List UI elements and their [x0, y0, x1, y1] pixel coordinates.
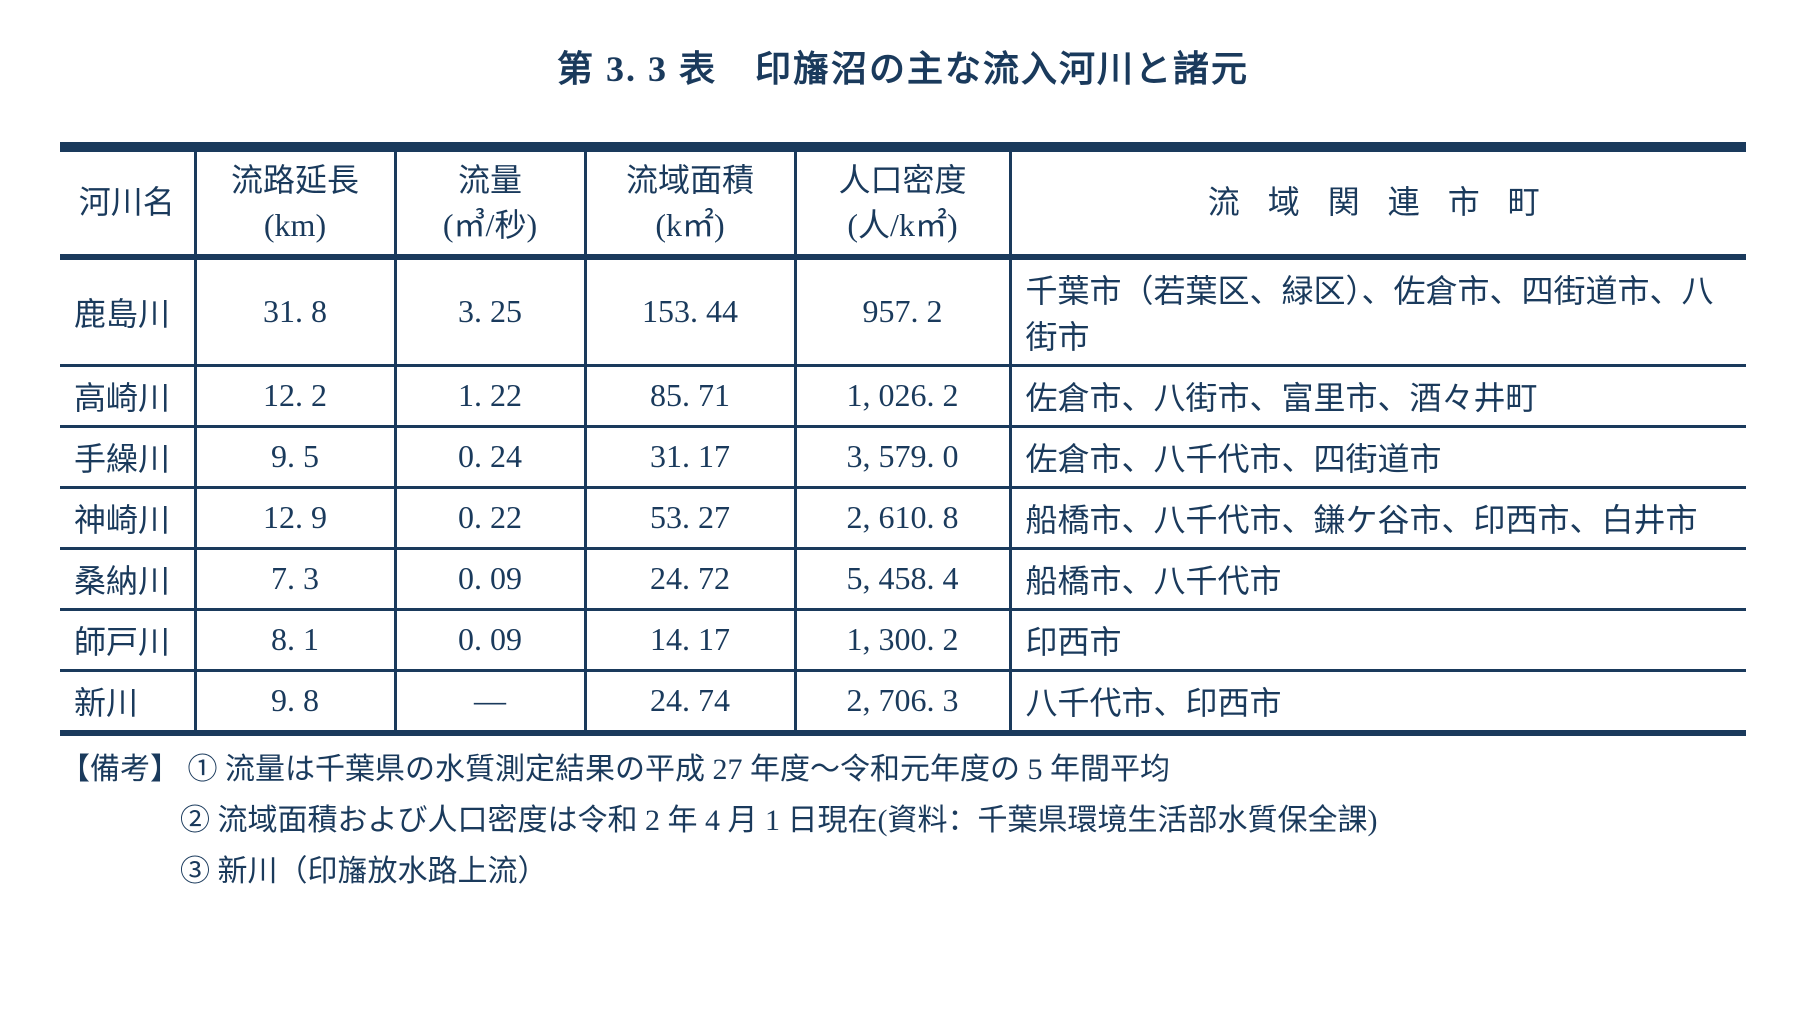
cell-cities: 佐倉市、八千代市、四街道市 [1010, 426, 1746, 487]
table-title: 第 3. 3 表 印旛沼の主な流入河川と諸元 [60, 40, 1746, 92]
col-header-length-l2: (km) [264, 207, 326, 243]
cell-name: 神崎川 [60, 487, 195, 548]
col-header-length: 流路延長 (km) [195, 147, 395, 257]
cell-name: 師戸川 [60, 609, 195, 670]
col-header-cities: 流 域 関 連 市 町 [1010, 147, 1746, 257]
table-row: 手繰川 9. 5 0. 24 31. 17 3, 579. 0 佐倉市、八千代市… [60, 426, 1746, 487]
col-header-flow-l2: (㎥/秒) [443, 207, 537, 243]
col-header-flow-l1: 流量 [458, 162, 522, 198]
note-1-text: ① 流量は千葉県の水質測定結果の平成 27 年度～令和元年度の 5 年間平均 [188, 753, 1171, 786]
col-header-name: 河川名 [60, 147, 195, 257]
col-header-density-l2: (人/k㎡) [847, 207, 957, 243]
cell-length: 9. 8 [195, 670, 395, 733]
cell-name: 桑納川 [60, 548, 195, 609]
cell-density: 957. 2 [795, 257, 1010, 366]
cell-length: 12. 2 [195, 365, 395, 426]
cell-flow: 3. 25 [395, 257, 585, 366]
col-header-area-l2: (k㎡) [655, 207, 724, 243]
cell-cities: 千葉市（若葉区、緑区）、佐倉市、四街道市、八街市 [1010, 257, 1746, 366]
cell-flow: 0. 09 [395, 548, 585, 609]
cell-length: 8. 1 [195, 609, 395, 670]
notes-prefix: 【備考】 [60, 753, 180, 786]
note-1: 【備考】 ① 流量は千葉県の水質測定結果の平成 27 年度～令和元年度の 5 年… [60, 744, 1746, 795]
cell-density: 1, 026. 2 [795, 365, 1010, 426]
col-header-area: 流域面積 (k㎡) [585, 147, 795, 257]
cell-area: 31. 17 [585, 426, 795, 487]
col-header-name-l1: 河川名 [79, 184, 175, 220]
cell-name: 新川 [60, 670, 195, 733]
cell-density: 5, 458. 4 [795, 548, 1010, 609]
table-row: 鹿島川 31. 8 3. 25 153. 44 957. 2 千葉市（若葉区、緑… [60, 257, 1746, 366]
cell-flow: ― [395, 670, 585, 733]
cell-area: 53. 27 [585, 487, 795, 548]
cell-density: 1, 300. 2 [795, 609, 1010, 670]
cell-cities: 船橋市、八千代市 [1010, 548, 1746, 609]
col-header-length-l1: 流路延長 [231, 162, 359, 198]
cell-cities: 船橋市、八千代市、鎌ケ谷市、印西市、白井市 [1010, 487, 1746, 548]
table-row: 高崎川 12. 2 1. 22 85. 71 1, 026. 2 佐倉市、八街市… [60, 365, 1746, 426]
table-row: 師戸川 8. 1 0. 09 14. 17 1, 300. 2 印西市 [60, 609, 1746, 670]
table-row: 新川 9. 8 ― 24. 74 2, 706. 3 八千代市、印西市 [60, 670, 1746, 733]
table-header-row: 河川名 流路延長 (km) 流量 (㎥/秒) 流域面積 (k㎡) 人口密度 (人… [60, 147, 1746, 257]
cell-density: 2, 610. 8 [795, 487, 1010, 548]
river-data-table: 河川名 流路延長 (km) 流量 (㎥/秒) 流域面積 (k㎡) 人口密度 (人… [60, 142, 1746, 736]
cell-cities: 八千代市、印西市 [1010, 670, 1746, 733]
cell-length: 9. 5 [195, 426, 395, 487]
col-header-flow: 流量 (㎥/秒) [395, 147, 585, 257]
notes-section: 【備考】 ① 流量は千葉県の水質測定結果の平成 27 年度～令和元年度の 5 年… [60, 744, 1746, 897]
col-header-area-l1: 流域面積 [626, 162, 754, 198]
cell-area: 24. 72 [585, 548, 795, 609]
cell-area: 85. 71 [585, 365, 795, 426]
col-header-density-l1: 人口密度 [838, 162, 966, 198]
col-header-density: 人口密度 (人/k㎡) [795, 147, 1010, 257]
cell-density: 3, 579. 0 [795, 426, 1010, 487]
cell-flow: 0. 09 [395, 609, 585, 670]
cell-area: 153. 44 [585, 257, 795, 366]
cell-name: 手繰川 [60, 426, 195, 487]
table-row: 桑納川 7. 3 0. 09 24. 72 5, 458. 4 船橋市、八千代市 [60, 548, 1746, 609]
table-row: 神崎川 12. 9 0. 22 53. 27 2, 610. 8 船橋市、八千代… [60, 487, 1746, 548]
cell-density: 2, 706. 3 [795, 670, 1010, 733]
note-2: ② 流域面積および人口密度は令和 2 年 4 月 1 日現在(資料：千葉県環境生… [180, 795, 1746, 846]
cell-flow: 0. 22 [395, 487, 585, 548]
cell-length: 7. 3 [195, 548, 395, 609]
col-header-cities-l1: 流 域 関 連 市 町 [1208, 184, 1550, 220]
cell-flow: 1. 22 [395, 365, 585, 426]
cell-length: 31. 8 [195, 257, 395, 366]
note-3: ③ 新川（印旛放水路上流） [180, 846, 1746, 897]
cell-length: 12. 9 [195, 487, 395, 548]
cell-area: 24. 74 [585, 670, 795, 733]
cell-cities: 佐倉市、八街市、富里市、酒々井町 [1010, 365, 1746, 426]
cell-area: 14. 17 [585, 609, 795, 670]
cell-cities: 印西市 [1010, 609, 1746, 670]
cell-name: 高崎川 [60, 365, 195, 426]
cell-name: 鹿島川 [60, 257, 195, 366]
cell-flow: 0. 24 [395, 426, 585, 487]
